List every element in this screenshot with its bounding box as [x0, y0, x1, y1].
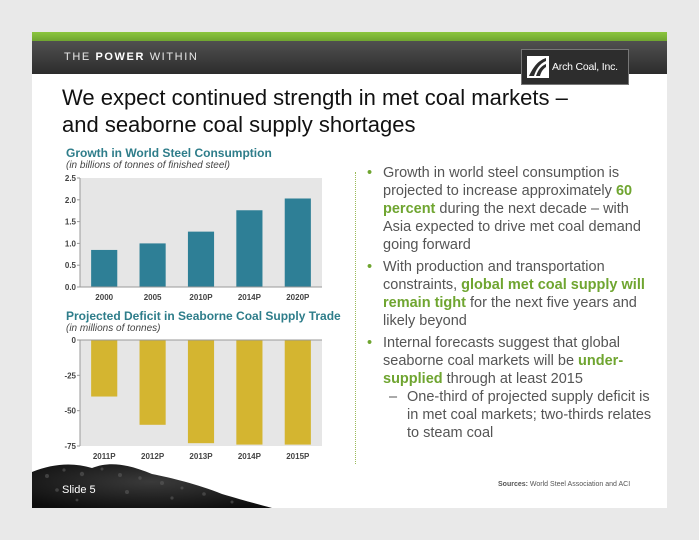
- bar: [236, 340, 263, 445]
- coal-deficit-chart: 0 -25 -50 -75 2011P 2012P 2013P 2014P 2015P: [64, 336, 322, 461]
- y-tick-label: 0.0: [65, 283, 77, 292]
- bullet-1-text: Growth in world steel consumption is pro…: [383, 165, 620, 199]
- page-title: We expect continued strength in met coal…: [62, 84, 642, 138]
- header-accent-bar: [32, 32, 667, 41]
- column-divider: [355, 172, 356, 464]
- bullet-3-highlight: under-supplied: [383, 353, 624, 387]
- sources-label: Sources:: [498, 481, 528, 488]
- bullet-marker: •: [367, 165, 373, 181]
- bar: [91, 340, 118, 397]
- bullet-2-text-end: for the next five years and likely beyon…: [383, 295, 637, 329]
- y-tick-label: 2.5: [65, 174, 77, 183]
- x-tick-label: 2005: [144, 293, 162, 302]
- sources-text: World Steel Association and ACI: [529, 481, 631, 488]
- slide: THE POWER WITHIN Arch Coal, Inc. We expe…: [32, 32, 667, 508]
- bullet-list: • Growth in world steel consumption is p…: [367, 164, 657, 442]
- y-tick-label: 1.5: [65, 218, 77, 227]
- x-tick-label: 2020P: [286, 293, 310, 302]
- x-tick-label: 2015P: [286, 452, 310, 461]
- coal-pile-image: [32, 464, 272, 508]
- x-tick-label: 2011P: [93, 452, 116, 461]
- steel-chart-title: Growth in World Steel Consumption: [66, 146, 272, 160]
- bar: [284, 340, 311, 445]
- tagline-suffix: WITHIN: [149, 51, 199, 63]
- bullet-1-text-end: during the next decade – with Asia expec…: [383, 201, 641, 253]
- bullet-3-text: Internal forecasts suggest that global s…: [383, 335, 620, 369]
- steel-consumption-chart: 0.0 0.5 1.0 1.5 2.0 2.5 2000 2005 2010P 2014P 2020…: [65, 174, 322, 302]
- y-tick-label: -25: [64, 371, 76, 380]
- bar: [91, 249, 118, 287]
- y-tick-label: -50: [64, 407, 76, 416]
- deficit-chart-subtitle: (in millions of tonnes): [66, 323, 161, 334]
- bullet-supply-tight: • With production and transportation con…: [367, 258, 657, 330]
- y-tick-label: 1.0: [65, 239, 77, 248]
- y-tick-label: -75: [64, 442, 76, 451]
- tagline-prefix: THE: [64, 51, 91, 63]
- bullet-marker: •: [367, 259, 373, 275]
- bullet-2-highlight: global met coal supply will remain tight: [383, 277, 645, 311]
- title-line-2: and seaborne coal supply shortages: [62, 112, 416, 137]
- y-tick-label: 0.5: [65, 261, 77, 270]
- y-tick-label: 0: [72, 336, 77, 345]
- logo-text: Arch Coal, Inc.: [552, 61, 618, 73]
- sources-note: Sources: World Steel Association and ACI: [498, 481, 630, 488]
- company-logo: Arch Coal, Inc.: [521, 49, 629, 85]
- x-tick-label: 2013P: [189, 452, 213, 461]
- subbullet-deficit-split: – One-third of projected supply deficit …: [367, 388, 657, 442]
- bar: [139, 340, 166, 425]
- bar: [187, 231, 215, 287]
- bullet-1-highlight: 60 percent: [383, 183, 633, 217]
- bullet-marker: •: [367, 335, 373, 351]
- subbullet-text: One-third of projected supply deficit is…: [407, 389, 652, 441]
- arch-logo-icon: [527, 56, 549, 78]
- bullet-steel-growth: • Growth in world steel consumption is p…: [367, 164, 657, 254]
- slide-number: Slide 5: [62, 484, 96, 496]
- x-tick-label: 2014P: [238, 293, 262, 302]
- bar: [236, 210, 263, 287]
- bar: [139, 243, 166, 287]
- y-tick-label: 2.0: [65, 196, 77, 205]
- tagline-bold: POWER: [95, 51, 146, 63]
- bar: [284, 198, 311, 287]
- bullet-2-text: With production and transportation const…: [383, 259, 605, 293]
- x-tick-label: 2000: [95, 293, 113, 302]
- deficit-chart-title: Projected Deficit in Seaborne Coal Suppl…: [66, 309, 341, 323]
- bar: [187, 340, 215, 444]
- bullet-undersupplied: • Internal forecasts suggest that global…: [367, 334, 657, 388]
- x-tick-label: 2014P: [238, 452, 262, 461]
- bullet-3-text-end: through at least 2015: [442, 371, 583, 387]
- steel-chart-subtitle: (in billions of tonnes of finished steel…: [66, 160, 230, 171]
- title-line-1: We expect continued strength in met coal…: [62, 85, 568, 110]
- x-tick-label: 2010P: [189, 293, 213, 302]
- x-tick-label: 2012P: [141, 452, 165, 461]
- subbullet-marker: –: [389, 389, 398, 405]
- tagline: THE POWER WITHIN: [64, 41, 198, 74]
